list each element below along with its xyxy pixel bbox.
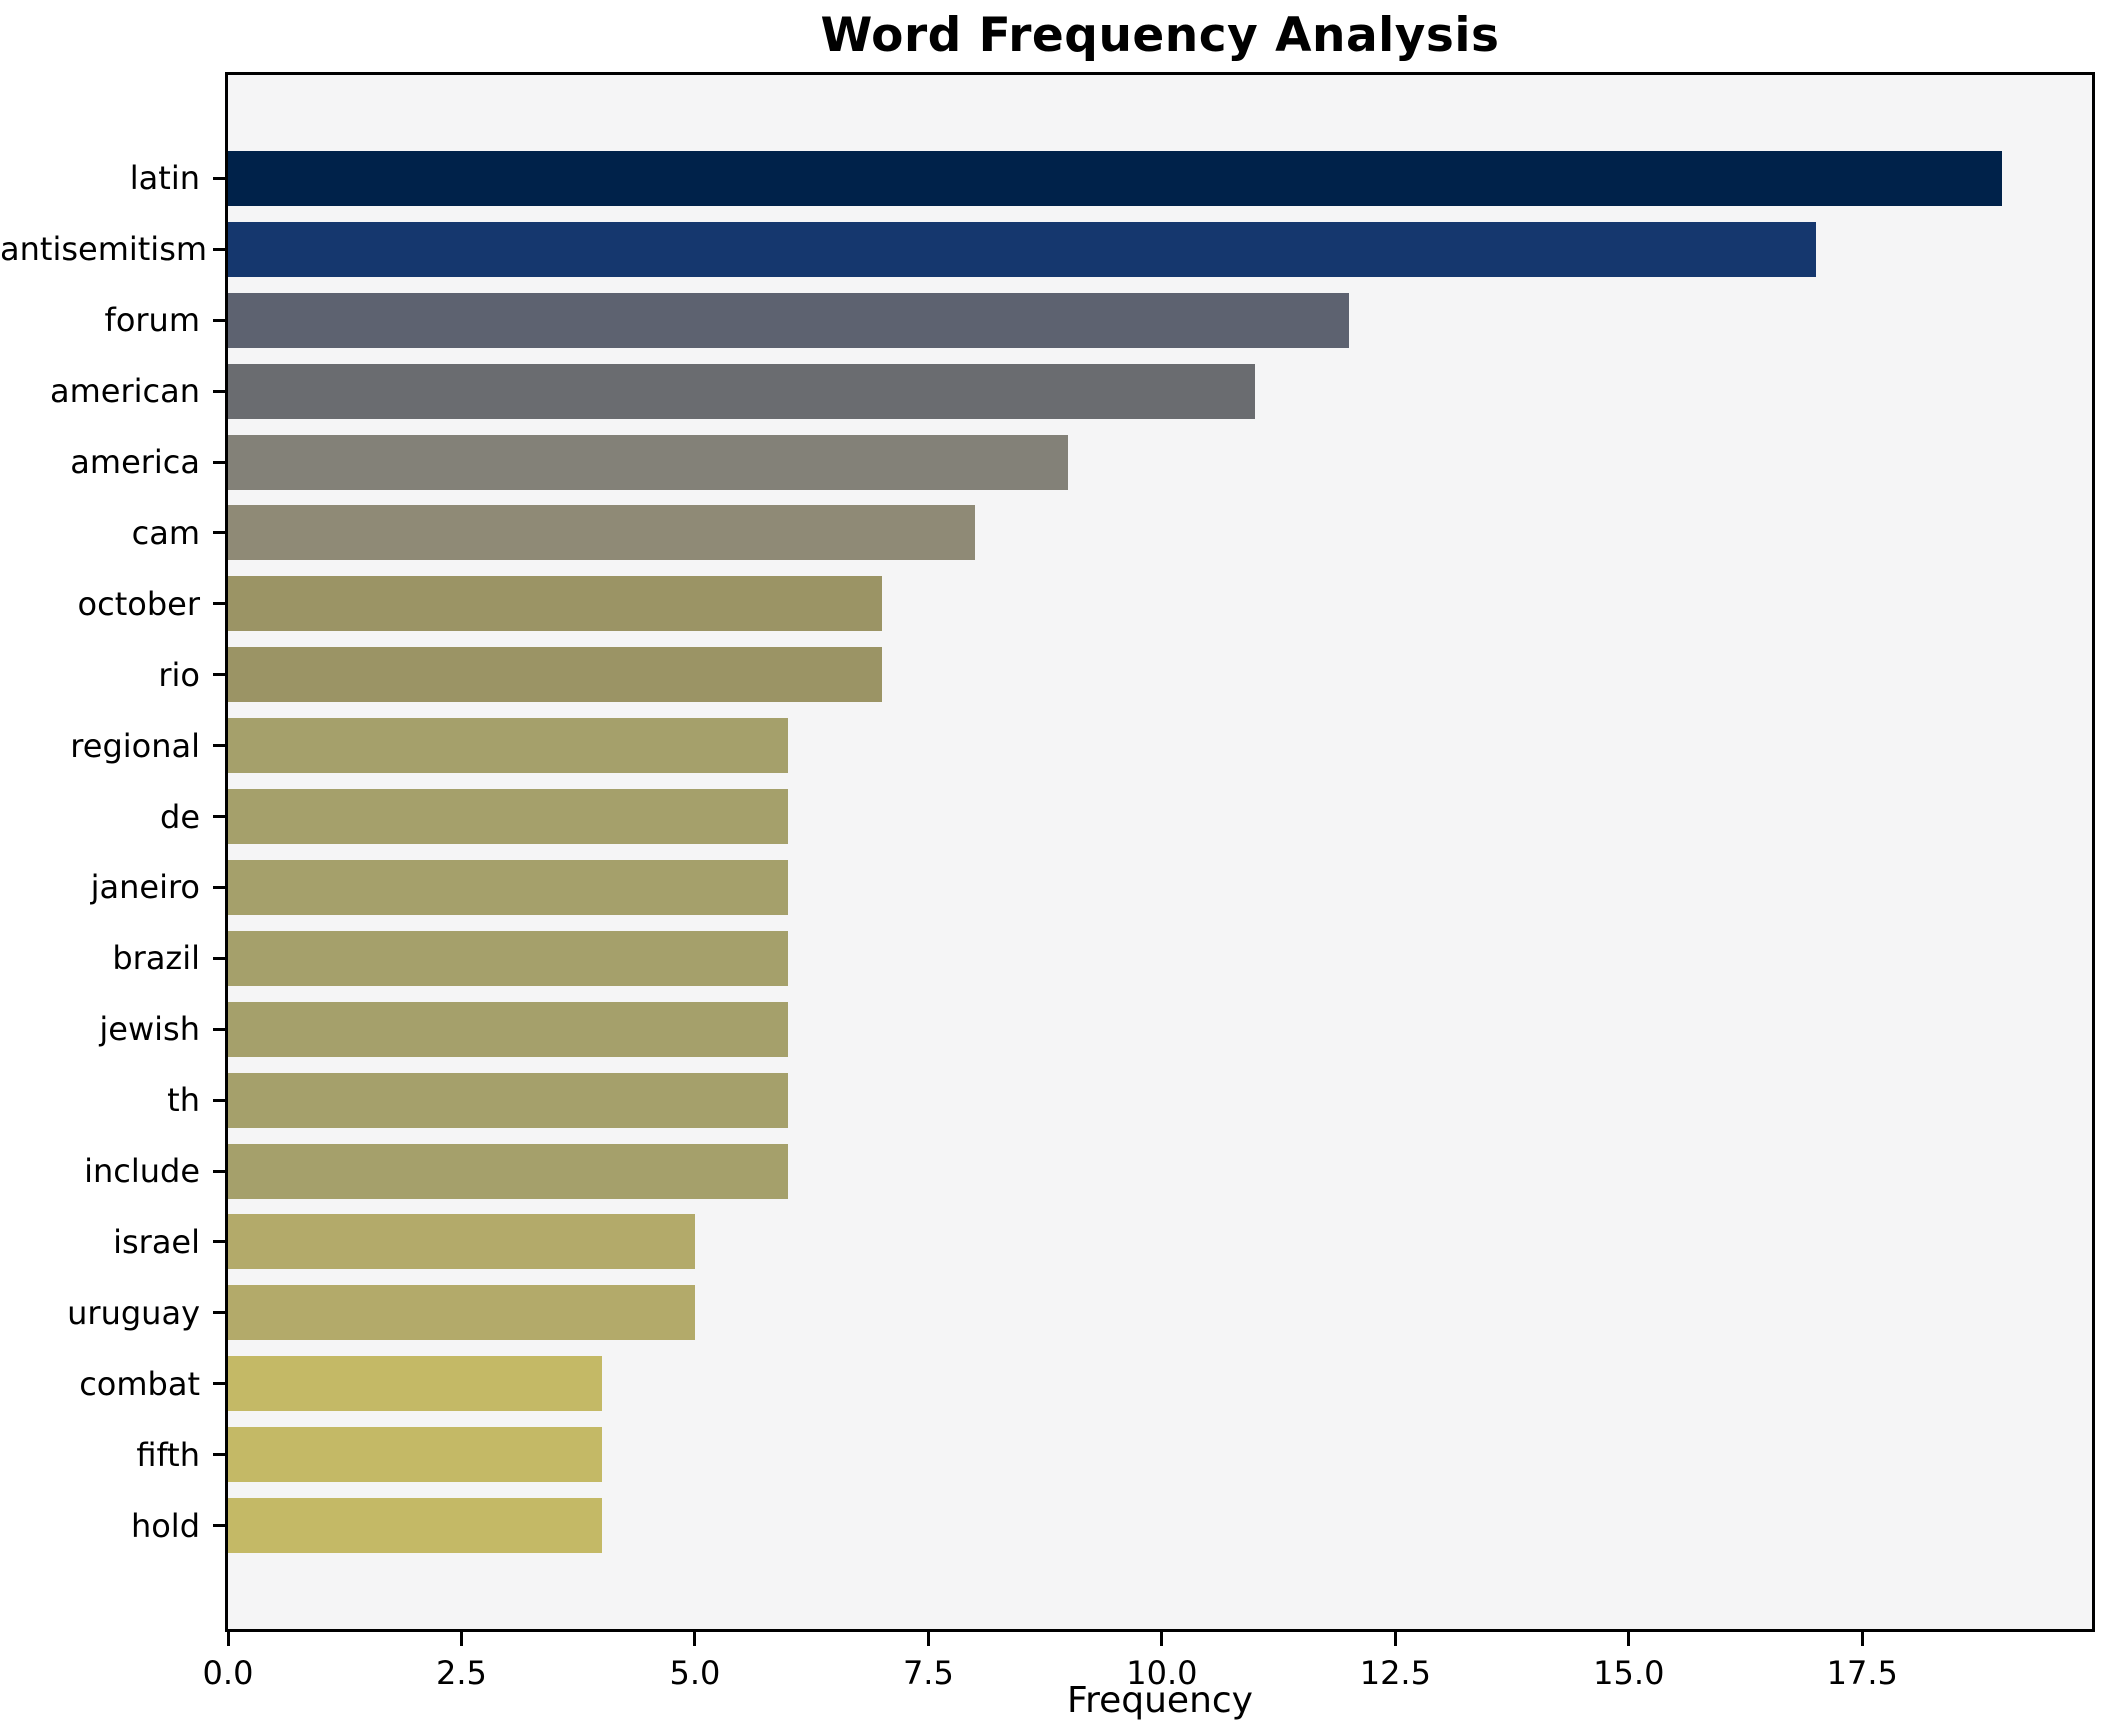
y-tick-label-janeiro: janeiro bbox=[90, 868, 200, 907]
bar-regional bbox=[228, 718, 789, 774]
y-tick-mark bbox=[213, 744, 225, 748]
y-tick-mark bbox=[213, 1453, 225, 1457]
x-tick-mark bbox=[693, 1632, 697, 1646]
y-tick-label-fifth: fifth bbox=[136, 1435, 200, 1474]
y-tick-mark bbox=[213, 1524, 225, 1528]
bar-latin bbox=[228, 150, 2003, 206]
x-tick-label-7.5: 7.5 bbox=[902, 1654, 954, 1692]
y-tick-label-hold: hold bbox=[130, 1506, 200, 1545]
y-tick-label-brazil: brazil bbox=[112, 939, 200, 978]
bar-cam bbox=[228, 505, 976, 561]
y-tick-label-cam: cam bbox=[131, 513, 200, 552]
x-tick-mark bbox=[1160, 1632, 1164, 1646]
y-tick-label-october: october bbox=[77, 584, 200, 623]
y-tick-label-include: include bbox=[84, 1152, 200, 1191]
y-tick-mark bbox=[213, 815, 225, 819]
bar-america bbox=[228, 434, 1069, 490]
x-tick-label-17.5: 17.5 bbox=[1826, 1654, 1898, 1692]
bar-october bbox=[228, 576, 882, 632]
y-tick-mark bbox=[213, 1169, 225, 1173]
y-tick-label-uruguay: uruguay bbox=[67, 1293, 200, 1332]
y-tick-mark bbox=[213, 389, 225, 393]
y-tick-label-america: america bbox=[70, 443, 200, 482]
y-tick-mark bbox=[213, 885, 225, 889]
y-tick-mark bbox=[213, 318, 225, 322]
y-tick-label-forum: forum bbox=[104, 301, 200, 340]
x-tick-mark bbox=[1393, 1632, 1397, 1646]
x-tick-label-10.0: 10.0 bbox=[1126, 1654, 1198, 1692]
x-axis-label: Frequency bbox=[1067, 1680, 1253, 1721]
y-tick-label-israel: israel bbox=[113, 1222, 200, 1261]
plot-area bbox=[225, 72, 2095, 1632]
bar-antisemitism bbox=[228, 221, 1816, 277]
bar-american bbox=[228, 363, 1256, 419]
y-tick-label-rio: rio bbox=[158, 655, 200, 694]
y-tick-mark bbox=[213, 1240, 225, 1244]
y-tick-mark bbox=[213, 602, 225, 606]
bar-brazil bbox=[228, 930, 789, 986]
y-tick-label-jewish: jewish bbox=[99, 1010, 200, 1049]
x-tick-label-15.0: 15.0 bbox=[1593, 1654, 1665, 1692]
x-tick-label-12.5: 12.5 bbox=[1359, 1654, 1431, 1692]
bar-israel bbox=[228, 1214, 695, 1270]
x-tick-label-0.0: 0.0 bbox=[202, 1654, 254, 1692]
bar-de bbox=[228, 789, 789, 845]
y-tick-label-de: de bbox=[160, 797, 200, 836]
y-tick-mark bbox=[213, 1098, 225, 1102]
x-tick-mark bbox=[1627, 1632, 1631, 1646]
y-tick-label-latin: latin bbox=[129, 159, 200, 198]
x-tick-mark bbox=[226, 1632, 230, 1646]
bar-uruguay bbox=[228, 1285, 695, 1341]
bar-include bbox=[228, 1143, 789, 1199]
bar-fifth bbox=[228, 1427, 602, 1483]
x-tick-mark bbox=[459, 1632, 463, 1646]
x-tick-label-5.0: 5.0 bbox=[669, 1654, 721, 1692]
y-tick-mark bbox=[213, 956, 225, 960]
bar-combat bbox=[228, 1356, 602, 1412]
y-tick-mark bbox=[213, 531, 225, 535]
bar-th bbox=[228, 1072, 789, 1128]
y-tick-mark bbox=[213, 247, 225, 251]
y-tick-mark bbox=[213, 673, 225, 677]
x-tick-label-2.5: 2.5 bbox=[436, 1654, 487, 1692]
y-tick-mark bbox=[213, 460, 225, 464]
y-tick-label-regional: regional bbox=[70, 726, 200, 765]
chart-title: Word Frequency Analysis bbox=[820, 8, 1500, 63]
y-tick-label-american: american bbox=[50, 372, 200, 411]
y-tick-mark bbox=[213, 176, 225, 180]
y-tick-label-antisemitism: antisemitism bbox=[0, 230, 208, 269]
bar-forum bbox=[228, 292, 1349, 348]
x-tick-mark bbox=[1860, 1632, 1864, 1646]
bar-janeiro bbox=[228, 859, 789, 915]
y-tick-mark bbox=[213, 1382, 225, 1386]
y-tick-label-th: th bbox=[167, 1081, 200, 1120]
bar-hold bbox=[228, 1498, 602, 1554]
x-tick-mark bbox=[926, 1632, 930, 1646]
y-tick-mark bbox=[213, 1311, 225, 1315]
y-tick-label-combat: combat bbox=[79, 1364, 200, 1403]
bar-rio bbox=[228, 647, 882, 703]
bar-jewish bbox=[228, 1001, 789, 1057]
y-tick-mark bbox=[213, 1027, 225, 1031]
